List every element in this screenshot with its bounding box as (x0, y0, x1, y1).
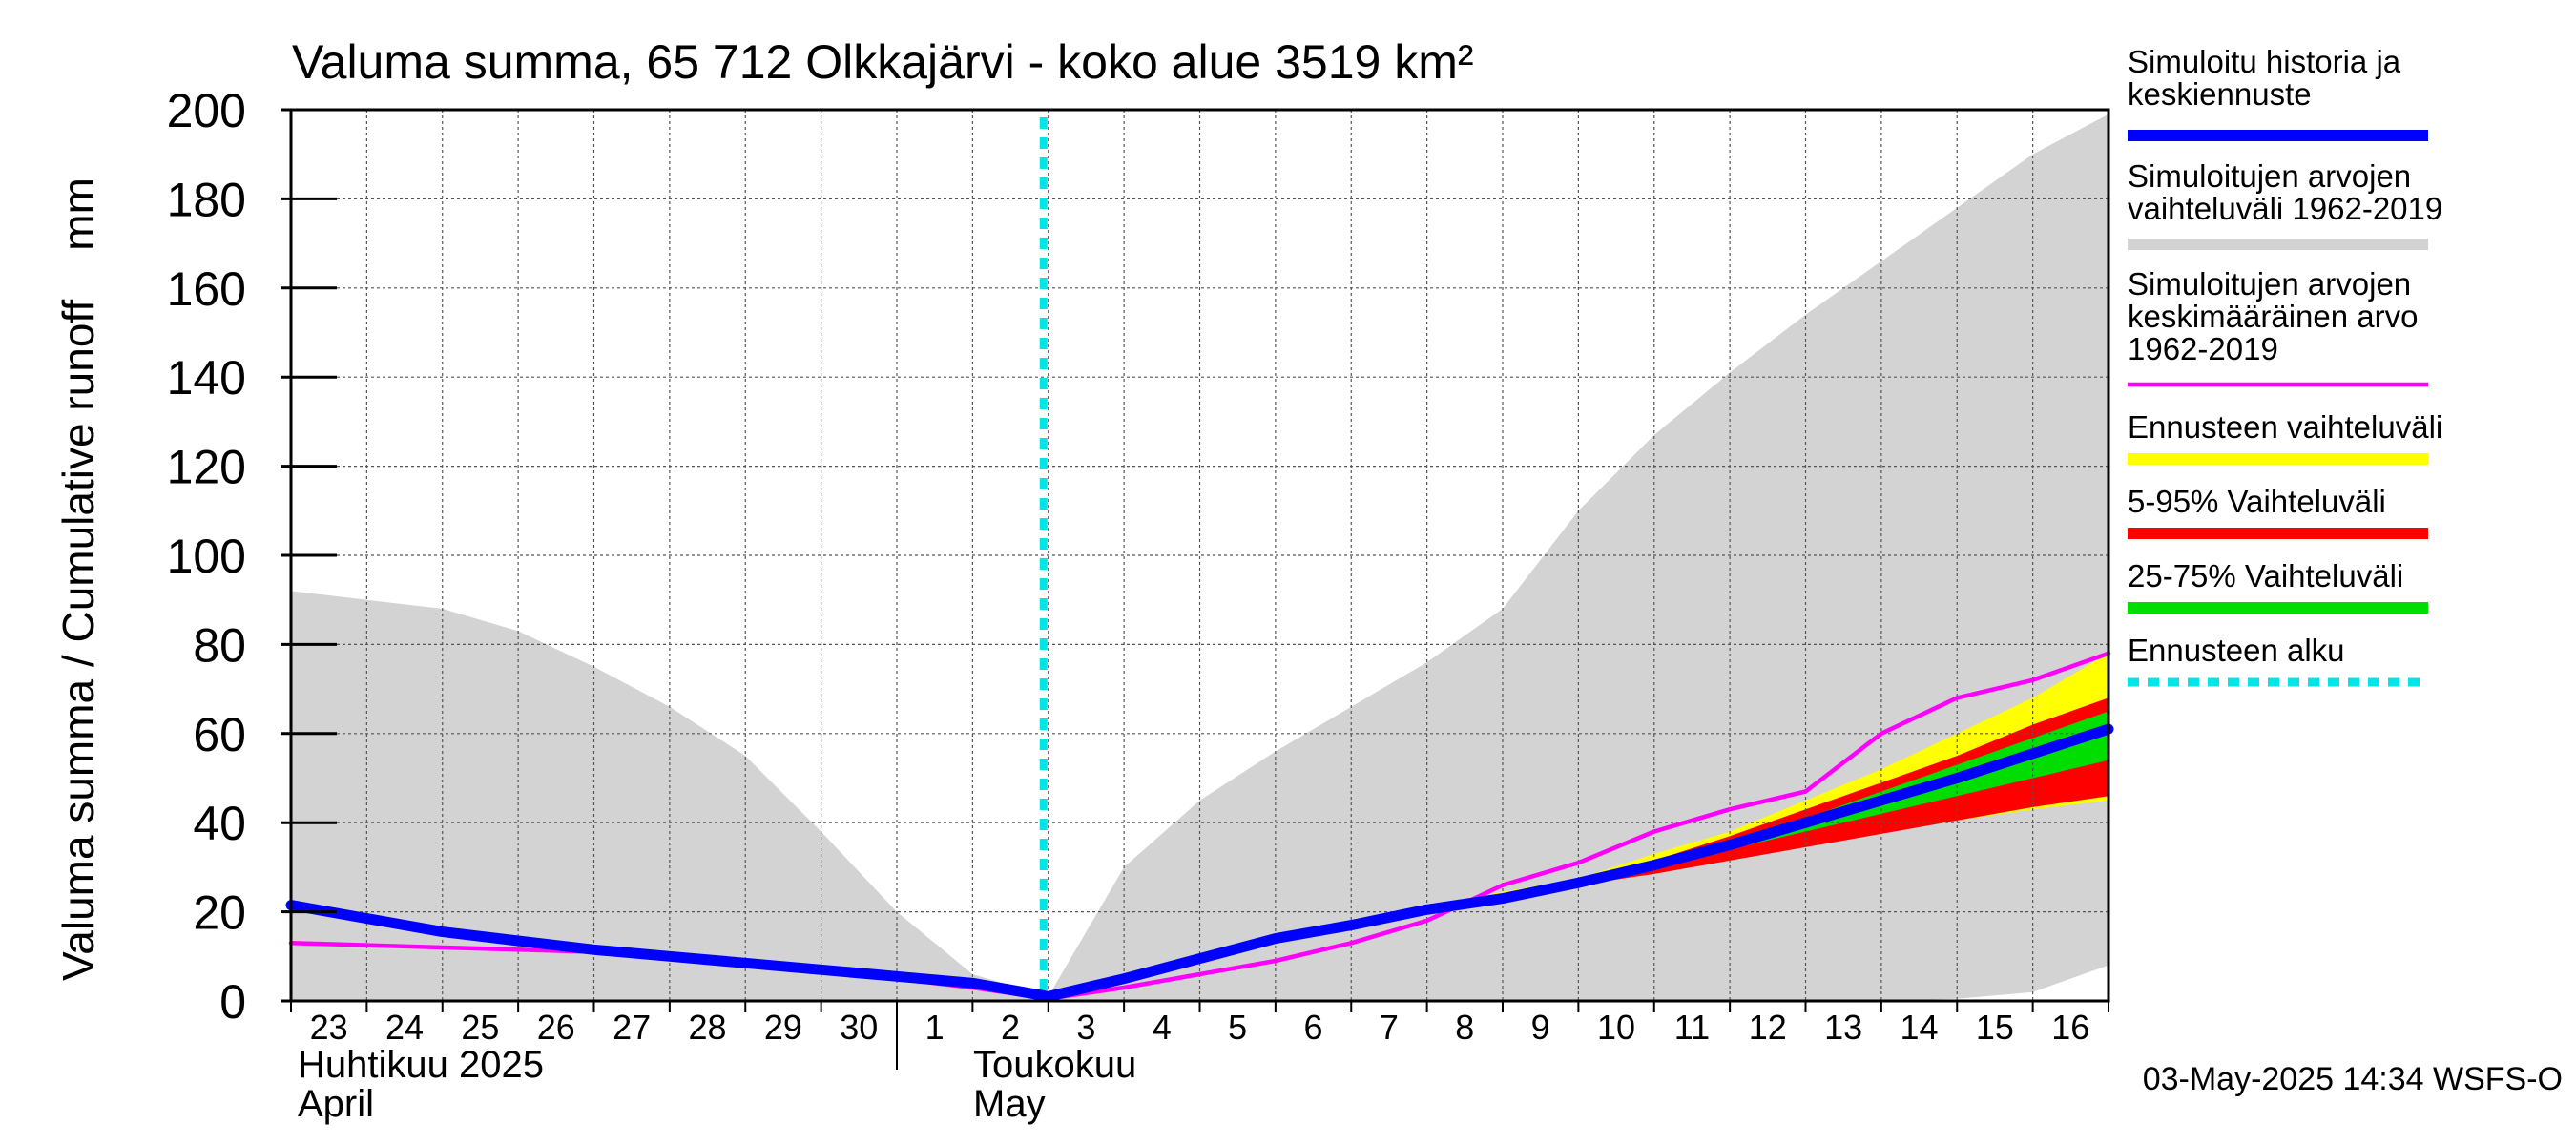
legend-label: Ennusteen vaihteluväli (2128, 409, 2442, 445)
legend-label: keskiennuste (2128, 76, 2312, 112)
y-tick-label: 180 (167, 173, 246, 226)
x-day-label: 4 (1153, 1008, 1172, 1047)
y-tick-label: 40 (193, 797, 246, 850)
x-day-label: 5 (1228, 1008, 1247, 1047)
x-day-label: 27 (613, 1008, 651, 1047)
band-layer (291, 114, 2109, 1001)
y-tick-label: 100 (167, 530, 246, 583)
legend-label: Ennusteen alku (2128, 633, 2345, 668)
legend-label: Simuloitujen arvojen (2128, 158, 2411, 194)
band-simuloitujen-arvojen-vaihteluv-li-1962-2019 (291, 114, 2109, 1001)
x-day-label: 2 (1001, 1008, 1020, 1047)
x-day-label: 26 (537, 1008, 575, 1047)
x-day-label: 9 (1531, 1008, 1550, 1047)
x-day-label: 13 (1824, 1008, 1862, 1047)
legend-label: 1962-2019 (2128, 331, 2278, 366)
legend-label: vaihteluväli 1962-2019 (2128, 191, 2442, 226)
legend-label: Simuloitu historia ja (2128, 44, 2401, 79)
x-day-label: 10 (1597, 1008, 1635, 1047)
legend-label: keskimääräinen arvo (2128, 299, 2418, 334)
x-day-label: 24 (385, 1008, 424, 1047)
y-tick-label: 80 (193, 618, 246, 672)
legend-label: 25-75% Vaihteluväli (2128, 558, 2403, 593)
x-day-label: 8 (1455, 1008, 1474, 1047)
x-month-label-april-en: April (298, 1083, 374, 1125)
x-day-label: 12 (1749, 1008, 1787, 1047)
x-day-label: 7 (1380, 1008, 1399, 1047)
x-day-label: 15 (1976, 1008, 2014, 1047)
y-tick-label: 60 (193, 708, 246, 761)
x-month-label-april-fi: Huhtikuu 2025 (298, 1044, 544, 1086)
y-tick-label: 0 (219, 975, 246, 1029)
x-month-label-may-fi: Toukokuu (973, 1044, 1136, 1086)
y-axis-label: Valuma summa / Cumulative runoff mm (53, 177, 103, 981)
series-line-simuloitu-historia-ja-keskiennuste (285, 723, 2114, 1002)
legend-label: Simuloitujen arvojen (2128, 266, 2411, 302)
footer-timestamp: 03-May-2025 14:34 WSFS-O (2143, 1061, 2563, 1097)
x-day-label: 3 (1076, 1008, 1095, 1047)
x-day-label: 6 (1304, 1008, 1323, 1047)
line-layer (285, 117, 2114, 1002)
x-day-label: 28 (689, 1008, 727, 1047)
y-tick-label: 160 (167, 262, 246, 316)
x-day-label: 1 (925, 1008, 945, 1047)
x-month-label-may-en: May (973, 1083, 1046, 1125)
x-day-label: 30 (840, 1008, 878, 1047)
y-tick-label: 200 (167, 84, 246, 137)
x-day-label: 29 (764, 1008, 802, 1047)
x-day-label: 11 (1674, 1008, 1710, 1047)
y-tick-label: 20 (193, 886, 246, 940)
x-day-label: 14 (1901, 1008, 1939, 1047)
x-day-label: 16 (2051, 1008, 2089, 1047)
y-tick-label: 120 (167, 441, 246, 494)
chart-title: Valuma summa, 65 712 Olkkajärvi - koko a… (292, 35, 1474, 89)
x-day-label: 25 (461, 1008, 499, 1047)
legend-label: 5-95% Vaihteluväli (2128, 484, 2386, 519)
x-day-label: 23 (310, 1008, 348, 1047)
y-tick-label: 140 (167, 351, 246, 405)
